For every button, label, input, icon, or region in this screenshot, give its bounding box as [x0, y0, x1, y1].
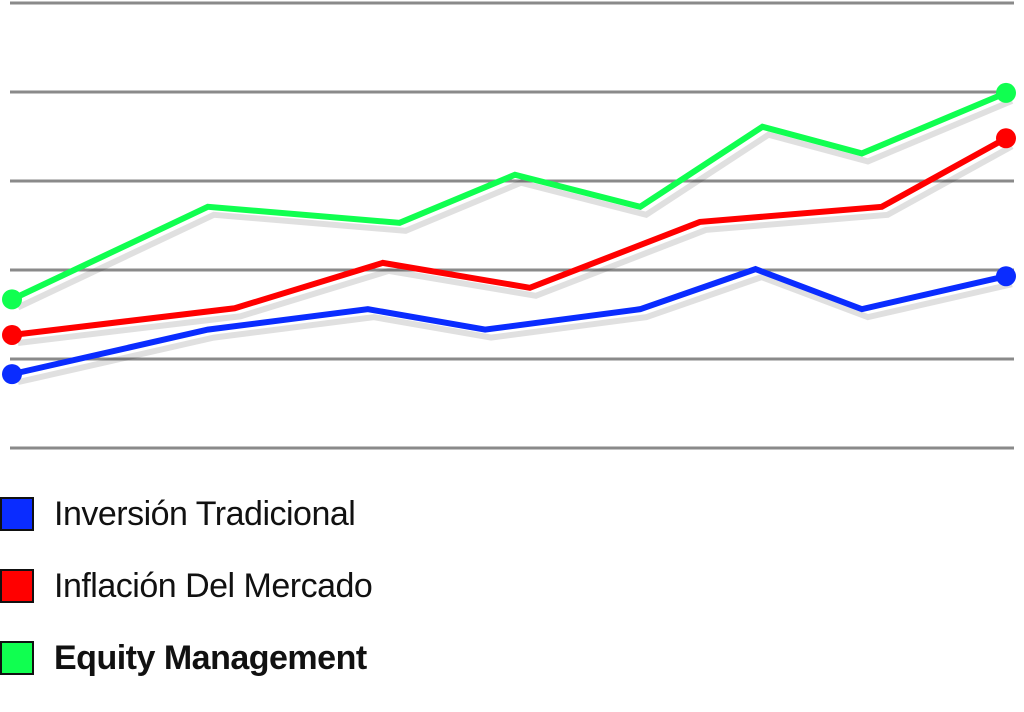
legend-label: Inflación Del Mercado	[54, 566, 373, 605]
series-line-1	[11, 135, 1008, 338]
legend-swatch-green	[0, 641, 34, 675]
legend-item-inflacion-del-mercado: Inflación Del Mercado	[0, 566, 373, 605]
legend: Inversión Tradicional Inflación Del Merc…	[0, 494, 373, 712]
legend-item-inversion-tradicional: Inversión Tradicional	[0, 494, 372, 533]
legend-label: Equity Management	[54, 638, 367, 677]
data-point	[996, 128, 1016, 149]
series-line-2	[10, 90, 1008, 303]
data-point	[2, 364, 22, 385]
series-line-0	[11, 265, 1007, 378]
data-point	[996, 82, 1016, 103]
series-shadow	[17, 143, 1014, 346]
series-shadow	[16, 98, 1014, 311]
legend-swatch-red	[0, 569, 34, 603]
line-chart	[2, 1, 1016, 450]
legend-swatch-blue	[0, 497, 34, 531]
data-point	[996, 266, 1016, 287]
data-point	[2, 324, 22, 345]
legend-item-equity-management: Equity Management	[0, 638, 372, 677]
legend-label: Inversión Tradicional	[54, 494, 356, 533]
data-point	[2, 289, 22, 310]
series-shadow	[17, 273, 1013, 386]
